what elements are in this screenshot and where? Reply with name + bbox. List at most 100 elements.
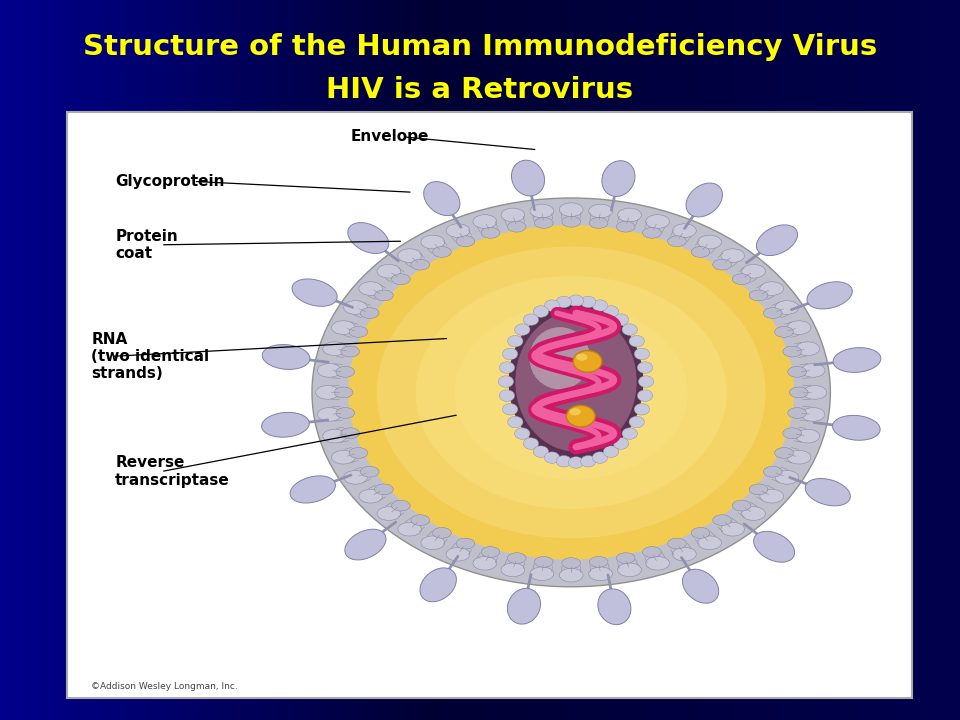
Bar	[731, 0, 733, 720]
Bar	[190, 0, 192, 720]
Ellipse shape	[788, 408, 806, 418]
Bar	[69, 0, 71, 720]
Ellipse shape	[446, 224, 469, 238]
Bar	[701, 0, 704, 720]
Bar	[361, 0, 363, 720]
Bar	[564, 0, 566, 720]
Bar	[251, 0, 252, 720]
Bar	[720, 0, 723, 720]
Ellipse shape	[622, 428, 637, 439]
Bar	[209, 0, 211, 720]
Bar	[177, 0, 180, 720]
Bar	[356, 0, 358, 720]
Bar	[595, 0, 598, 720]
Bar	[278, 0, 280, 720]
Ellipse shape	[775, 448, 793, 459]
Bar	[501, 0, 503, 720]
Ellipse shape	[721, 522, 745, 536]
Bar	[691, 0, 693, 720]
Bar	[62, 0, 64, 720]
Ellipse shape	[589, 217, 608, 228]
Bar	[406, 0, 408, 720]
Ellipse shape	[604, 306, 619, 318]
Bar	[675, 0, 678, 720]
Ellipse shape	[667, 236, 686, 247]
Bar	[643, 0, 646, 720]
Bar	[661, 0, 664, 720]
Ellipse shape	[749, 484, 768, 495]
Bar	[9, 0, 11, 720]
Bar	[384, 0, 387, 720]
Ellipse shape	[530, 567, 554, 580]
Bar	[566, 0, 569, 720]
Bar	[188, 0, 190, 720]
Bar	[275, 0, 276, 720]
Bar	[646, 0, 649, 720]
Bar	[382, 0, 384, 720]
Bar	[378, 0, 380, 720]
Ellipse shape	[803, 385, 827, 399]
Ellipse shape	[638, 376, 654, 387]
Ellipse shape	[613, 438, 629, 449]
Ellipse shape	[712, 259, 732, 270]
Ellipse shape	[344, 470, 368, 484]
Ellipse shape	[512, 160, 544, 196]
Bar	[318, 0, 320, 720]
Bar	[140, 0, 142, 720]
Ellipse shape	[698, 235, 722, 249]
Bar	[733, 0, 735, 720]
Ellipse shape	[473, 557, 496, 570]
Bar	[773, 0, 776, 720]
Bar	[545, 0, 548, 720]
Bar	[261, 0, 263, 720]
Bar	[162, 0, 164, 720]
Ellipse shape	[501, 563, 525, 577]
Bar	[607, 0, 609, 720]
Bar	[335, 0, 337, 720]
Bar	[337, 0, 339, 720]
Bar	[28, 0, 31, 720]
Bar	[778, 0, 780, 720]
Bar	[415, 0, 417, 720]
Bar	[339, 0, 342, 720]
Bar	[41, 0, 43, 720]
Bar	[33, 0, 35, 720]
Ellipse shape	[502, 348, 517, 360]
Ellipse shape	[323, 429, 347, 443]
Bar	[806, 0, 809, 720]
Bar	[683, 0, 685, 720]
Ellipse shape	[377, 507, 400, 521]
Bar	[38, 0, 41, 720]
Bar	[192, 0, 194, 720]
Bar	[249, 0, 251, 720]
Bar	[477, 0, 480, 720]
Bar	[93, 0, 95, 720]
Bar	[667, 0, 670, 720]
Ellipse shape	[523, 438, 539, 449]
Bar	[376, 0, 378, 720]
Bar	[233, 0, 235, 720]
Bar	[506, 0, 509, 720]
Ellipse shape	[775, 326, 793, 337]
Bar	[569, 0, 572, 720]
Bar	[88, 0, 90, 720]
Bar	[348, 0, 349, 720]
Bar	[423, 0, 425, 720]
Bar	[322, 0, 324, 720]
Bar	[147, 0, 149, 720]
Bar	[292, 0, 294, 720]
Ellipse shape	[592, 300, 608, 311]
Ellipse shape	[622, 324, 637, 336]
Ellipse shape	[508, 416, 523, 428]
Bar	[802, 0, 804, 720]
Text: Structure of the Human Immunodeficiency Virus: Structure of the Human Immunodeficiency …	[83, 33, 877, 60]
Bar	[839, 0, 841, 720]
Ellipse shape	[568, 295, 584, 307]
Bar	[128, 0, 130, 720]
Ellipse shape	[508, 336, 523, 347]
Bar	[551, 0, 553, 720]
Bar	[636, 0, 638, 720]
Bar	[12, 0, 15, 720]
Ellipse shape	[807, 282, 852, 309]
Bar	[809, 0, 812, 720]
